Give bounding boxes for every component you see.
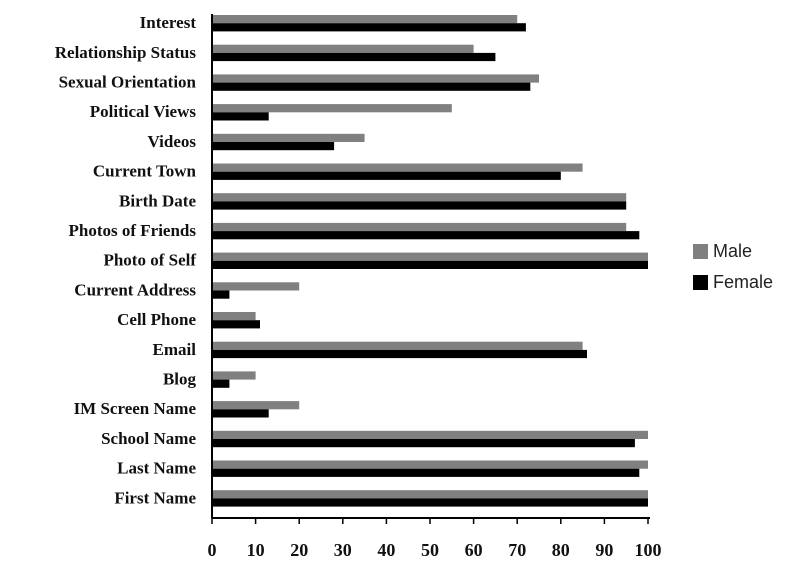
bar-female-relationship-status bbox=[212, 52, 496, 62]
category-label-sexual-orientation: Sexual Orientation bbox=[59, 73, 197, 92]
x-tick-label-80: 80 bbox=[552, 540, 570, 560]
category-label-im-screen-name: IM Screen Name bbox=[74, 399, 197, 418]
category-label-school-name: School Name bbox=[101, 429, 196, 448]
bar-female-sexual-orientation bbox=[212, 82, 531, 91]
x-tick-label-70: 70 bbox=[508, 540, 526, 560]
bar-female-political-views bbox=[212, 112, 269, 121]
bar-female-school-name bbox=[212, 439, 635, 448]
bar-female-first-name bbox=[212, 498, 648, 507]
bar-male-school-name bbox=[212, 430, 648, 439]
bar-female-cell-phone bbox=[212, 320, 260, 329]
bar-male-im-screen-name bbox=[212, 401, 300, 410]
bar-female-last-name bbox=[212, 468, 640, 477]
legend-label-female: Female bbox=[713, 272, 773, 292]
bar-male-birth-date bbox=[212, 193, 627, 202]
x-tick-label-50: 50 bbox=[421, 540, 439, 560]
category-label-photo-of-self: Photo of Self bbox=[103, 251, 196, 270]
axes bbox=[211, 14, 650, 519]
bar-male-last-name bbox=[212, 460, 648, 469]
x-tick-label-90: 90 bbox=[595, 540, 613, 560]
category-label-videos: Videos bbox=[148, 132, 197, 151]
x-tick-label-60: 60 bbox=[465, 540, 483, 560]
category-label-blog: Blog bbox=[163, 370, 197, 389]
category-label-first-name: First Name bbox=[114, 488, 196, 507]
category-label-relationship-status: Relationship Status bbox=[55, 43, 197, 62]
x-tick-label-0: 0 bbox=[208, 540, 217, 560]
x-tick-label-30: 30 bbox=[334, 540, 352, 560]
legend-swatch-female bbox=[693, 275, 708, 290]
bar-female-current-town bbox=[212, 171, 561, 180]
bar-male-photos-of-friends bbox=[212, 222, 627, 232]
bar-male-sexual-orientation bbox=[212, 74, 539, 83]
legend-label-male: Male bbox=[713, 241, 752, 261]
bar-male-current-address bbox=[212, 282, 300, 291]
bar-female-birth-date bbox=[212, 201, 627, 210]
bar-female-photos-of-friends bbox=[212, 231, 640, 240]
bar-male-blog bbox=[212, 371, 256, 380]
category-labels: Interest Relationship Status Sexual Orient… bbox=[55, 13, 197, 507]
category-label-cell-phone: Cell Phone bbox=[117, 310, 196, 329]
x-tick-label-40: 40 bbox=[377, 540, 395, 560]
bar-male-relationship-status bbox=[212, 44, 474, 53]
bars-group bbox=[212, 15, 648, 507]
x-tick-label-10: 10 bbox=[247, 540, 265, 560]
category-label-birth-date: Birth Date bbox=[119, 191, 196, 210]
category-label-current-address: Current Address bbox=[74, 280, 196, 299]
x-tick-label-20: 20 bbox=[290, 540, 308, 560]
legend: Male Female bbox=[693, 241, 773, 292]
bar-male-interest bbox=[212, 15, 518, 24]
category-label-email: Email bbox=[153, 340, 197, 359]
bar-female-interest bbox=[212, 23, 526, 32]
bar-male-political-views bbox=[212, 104, 452, 113]
bar-female-photo-of-self bbox=[212, 260, 648, 269]
bar-female-email bbox=[212, 349, 587, 359]
bar-male-current-town bbox=[212, 163, 583, 172]
category-label-current-town: Current Town bbox=[93, 162, 197, 181]
legend-swatch-male bbox=[693, 244, 708, 259]
x-axis-ticks: 0 10 20 30 40 50 60 70 80 90 100 bbox=[208, 518, 662, 560]
bar-female-videos bbox=[212, 142, 335, 151]
bar-male-photo-of-self bbox=[212, 252, 648, 261]
bar-male-videos bbox=[212, 133, 365, 142]
category-label-photos-of-friends: Photos of Friends bbox=[69, 221, 197, 240]
bar-male-first-name bbox=[212, 490, 648, 499]
bar-female-blog bbox=[212, 379, 230, 388]
bar-female-im-screen-name bbox=[212, 409, 269, 418]
category-label-last-name: Last Name bbox=[117, 459, 196, 478]
bar-male-email bbox=[212, 341, 583, 350]
bar-female-current-address bbox=[212, 290, 230, 299]
category-label-political-views: Political Views bbox=[90, 102, 197, 121]
category-label-interest: Interest bbox=[140, 13, 197, 32]
x-tick-label-100: 100 bbox=[635, 540, 662, 560]
bar-male-cell-phone bbox=[212, 312, 256, 321]
